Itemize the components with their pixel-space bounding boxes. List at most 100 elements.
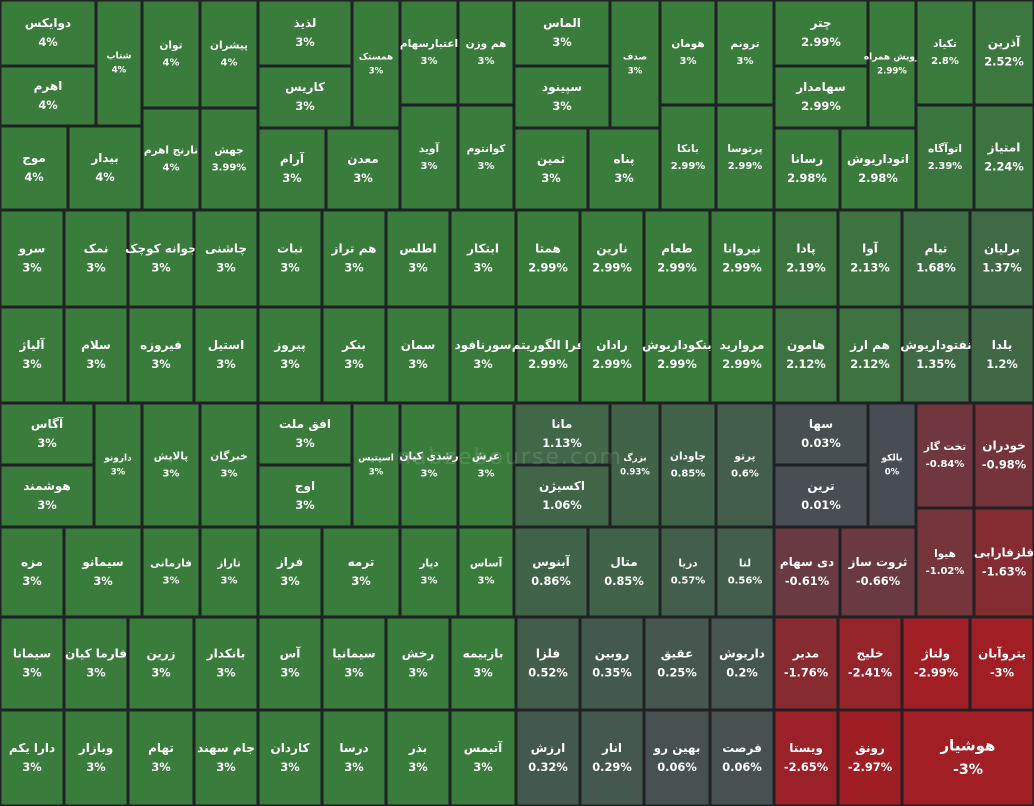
cell-value: 0.32% (528, 760, 568, 774)
cell-box (838, 307, 902, 403)
cell-value: 0.25% (657, 666, 697, 680)
cell-box (644, 710, 710, 806)
cell-box (400, 0, 458, 105)
cell: صدف 3% (610, 0, 660, 128)
cell-box (902, 710, 1034, 806)
cell: سمان 3% (386, 307, 450, 403)
cell-name: توان (159, 40, 182, 52)
cell-value: 4% (163, 57, 180, 68)
cell-name: دریا (678, 558, 698, 570)
cell-value: -3% (953, 762, 983, 778)
cell: مانا 1.13% (514, 403, 610, 465)
cell-name: صدف (623, 52, 647, 62)
cell-value: 0.85% (604, 574, 644, 588)
cell-value: 3% (280, 574, 300, 588)
cell: هم تراز 3% (322, 210, 386, 307)
cell-box (902, 307, 970, 403)
cell-name: چتر (809, 16, 831, 30)
cell-box (0, 66, 96, 126)
cell-value: 3% (408, 666, 428, 680)
cell: رادان 2.99% (580, 307, 644, 403)
cell-name: سمان (401, 338, 436, 352)
cell-value: 1.06% (542, 498, 582, 512)
cell-box (258, 527, 322, 617)
cell-value: 4% (24, 170, 44, 184)
cell-name: نارنج اهرم (144, 145, 198, 157)
cell: سورنافود 3% (450, 307, 516, 403)
cell-box (660, 105, 716, 210)
cell-box (128, 210, 194, 307)
cell: وبازار 3% (64, 710, 128, 806)
cell: سیمانو 3% (64, 527, 142, 617)
cell: پادا 2.19% (774, 210, 838, 307)
cell-box (326, 128, 400, 210)
cell: کوانتوم 3% (458, 105, 514, 210)
cell-box (450, 710, 516, 806)
cell-value: 2.24% (984, 160, 1024, 174)
cell-box (200, 403, 258, 527)
cell-value: 3% (351, 574, 371, 588)
cell: رویش همراه 2.99% (864, 0, 920, 128)
cell-value: 3% (93, 574, 113, 588)
cell-box (610, 0, 660, 128)
cell-value: 3% (680, 56, 697, 67)
cell-name: اهرم (34, 79, 63, 94)
cell-box (322, 307, 386, 403)
cell-name: سرو (18, 241, 46, 256)
cell: هم ارز 2.12% (838, 307, 902, 403)
cell-value: 3% (421, 575, 438, 586)
cell-name: متال (610, 555, 637, 569)
cell-box (774, 210, 838, 307)
cell-box (644, 617, 710, 710)
cell: انار 0.29% (580, 710, 644, 806)
cell-value: 0.06% (722, 760, 762, 774)
cell-value: 3% (280, 261, 300, 275)
cell-value: 3% (280, 357, 300, 371)
cell-box (0, 126, 68, 210)
cell: اهرم 4% (0, 66, 96, 126)
cell-value: 4% (221, 57, 238, 68)
cell-value: 3% (280, 760, 300, 774)
cell-value: 2.12% (786, 357, 826, 371)
cell: آوید 3% (400, 105, 458, 210)
cell-value: 1.35% (916, 357, 956, 371)
cell-box (902, 617, 970, 710)
cell-box (660, 403, 716, 527)
cell-name: جهش (214, 145, 243, 157)
cell: آساس 3% (458, 527, 514, 617)
cell-box (142, 403, 200, 527)
cell: نفتوداریوش 1.35% (900, 307, 972, 403)
cell-value: 3% (86, 760, 106, 774)
cell-value: 2.99% (722, 261, 762, 275)
cell-name: بیدار (90, 151, 118, 165)
cell-value: 3% (408, 760, 428, 774)
cell-value: 3% (37, 498, 57, 512)
cell-value: 3% (344, 760, 364, 774)
cell: آس 3% (258, 617, 322, 710)
cell-value: 0.56% (728, 575, 763, 586)
cell: سها 0.03% (774, 403, 868, 465)
cell: دوایکس 4% (0, 0, 96, 66)
cell-box (450, 210, 516, 307)
cell-name: ویستا (789, 741, 823, 756)
cell-name: پرتو (734, 451, 756, 463)
cell: هیوا -1.02% (916, 508, 974, 617)
cell: تکیاد 2.8% (916, 0, 974, 105)
cell-name: اکسیژن (539, 479, 585, 493)
cell: سیمانیا 3% (322, 617, 386, 710)
cell-name: فیروزه (140, 338, 182, 353)
cell: امتیاز 2.24% (974, 105, 1034, 210)
cell-value: -3% (990, 666, 1015, 680)
cell-value: 3% (344, 357, 364, 371)
cell-name: فراز (276, 555, 303, 569)
cell: بالکو 0% (868, 403, 916, 527)
cell-value: 3% (282, 171, 302, 185)
cell-name: آلیاژ (19, 337, 46, 352)
cell-value: 3% (552, 99, 572, 113)
cell-name: چاودان (670, 451, 706, 463)
cell-box (142, 527, 200, 617)
cell: تاراز 3% (200, 527, 258, 617)
cell-box (258, 66, 352, 128)
cell: آذرین 2.52% (974, 0, 1034, 105)
cell: بیدار 4% (68, 126, 142, 210)
